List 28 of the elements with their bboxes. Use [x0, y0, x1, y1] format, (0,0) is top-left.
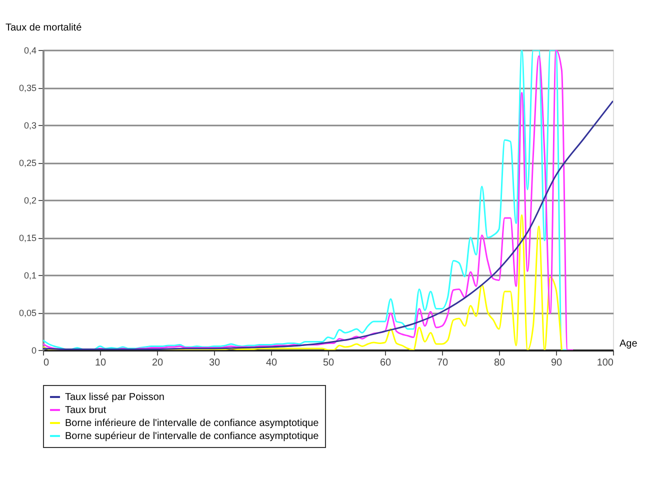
legend-label: Taux brut: [65, 405, 106, 416]
y-tick-label: 0: [31, 346, 36, 356]
line-series: [43, 214, 562, 350]
y-tick-label: 0,3: [24, 120, 36, 130]
x-axis-title: Age: [620, 338, 638, 350]
y-tick-label: 0,1: [24, 270, 36, 280]
legend-label: Borne supérieur de l'intervalle de confiance asymptotique: [65, 431, 320, 442]
x-tick-label: 100: [596, 358, 614, 368]
x-tick-label: 10: [94, 358, 106, 368]
y-tick-label: 0,15: [18, 233, 36, 243]
line-series: [43, 100, 613, 350]
x-tick-label: 30: [208, 358, 220, 368]
y-axis-title: Taux de mortalité: [6, 22, 82, 34]
x-tick-label: 20: [152, 358, 164, 368]
x-tick-label: 90: [550, 358, 562, 368]
y-tick-label: 0,4: [24, 46, 36, 56]
x-tick-label: 40: [266, 358, 278, 368]
x-tick-label: 70: [436, 358, 448, 368]
y-tick-label: 0,35: [18, 83, 36, 93]
x-tick-label: 50: [322, 358, 334, 368]
x-tick-label: 60: [380, 358, 392, 368]
y-tick-label: 0,25: [18, 158, 36, 168]
legend-label: Taux lissé par Poisson: [65, 392, 164, 403]
y-tick-label: 0,2: [24, 196, 36, 206]
x-tick-label: 0: [44, 358, 50, 368]
legend-label: Borne inférieure de l'intervalle de confiance asymptotique: [65, 418, 320, 429]
x-tick-label: 80: [494, 358, 506, 368]
y-tick-label: 0,05: [18, 308, 36, 318]
